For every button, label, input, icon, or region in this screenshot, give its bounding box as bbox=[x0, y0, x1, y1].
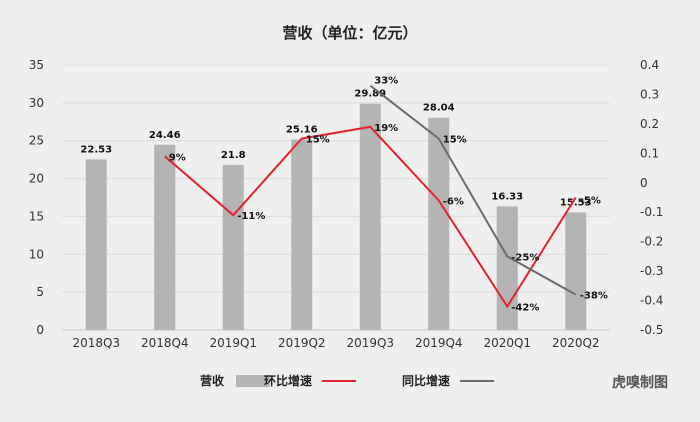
y-right-tick-label: -0.2 bbox=[640, 235, 663, 249]
y-right-tick-label: -0.3 bbox=[640, 264, 663, 278]
bar bbox=[291, 139, 313, 330]
y-right-tick-label: 0 bbox=[640, 176, 648, 190]
y-left-tick-label: 20 bbox=[29, 172, 44, 186]
line-value-label: -38% bbox=[580, 291, 608, 302]
line-value-label: 33% bbox=[374, 76, 398, 87]
brand-watermark: 虎嗅制图 bbox=[612, 375, 668, 391]
line-value-label: -11% bbox=[237, 211, 265, 222]
x-tick-label: 2019Q2 bbox=[278, 336, 326, 350]
x-tick-label: 2019Q4 bbox=[415, 336, 463, 350]
bar-value-label: 21.8 bbox=[221, 150, 246, 161]
line-value-label: -25% bbox=[511, 252, 539, 263]
y-left-tick-label: 5 bbox=[36, 285, 44, 299]
x-tick-label: 2019Q3 bbox=[346, 336, 394, 350]
bar bbox=[154, 144, 176, 330]
line-value-label: 15% bbox=[443, 135, 467, 146]
bar bbox=[428, 117, 450, 330]
line-series bbox=[164, 84, 577, 309]
x-axis: 2018Q3 2018Q4 2019Q1 2019Q2 2019Q3 2019Q4 2020… bbox=[72, 336, 599, 350]
x-tick-label: 2018Q4 bbox=[141, 336, 189, 350]
y-right-tick-label: -0.4 bbox=[640, 294, 663, 308]
legend: 营收 环比增速 同比增速 bbox=[200, 373, 494, 388]
y-right-tick-label: -0.1 bbox=[640, 205, 663, 219]
legend-swatch-bar bbox=[236, 375, 270, 387]
y-axis-left: 0 5 10 15 20 25 30 35 bbox=[29, 58, 44, 337]
line-value-label: 15% bbox=[306, 135, 330, 146]
bar-value-label: 22.53 bbox=[80, 144, 112, 155]
bar bbox=[85, 159, 107, 330]
bar-value-label: 29.89 bbox=[354, 89, 386, 100]
bar-value-label: 16.33 bbox=[491, 191, 523, 202]
y-right-tick-label: 0.3 bbox=[640, 87, 659, 101]
bar-value-label: 28.04 bbox=[423, 103, 455, 114]
x-tick-label: 2020Q2 bbox=[552, 336, 600, 350]
bar-value-label: 25.16 bbox=[286, 125, 318, 136]
grid-lines bbox=[62, 64, 610, 331]
y-right-tick-label: -0.5 bbox=[640, 323, 663, 337]
bar-value-label: 24.46 bbox=[149, 130, 181, 141]
bar-value-label: 15.53 bbox=[560, 197, 592, 208]
y-left-tick-label: 15 bbox=[29, 209, 44, 223]
bar bbox=[359, 103, 381, 330]
line-value-label: -6% bbox=[443, 196, 464, 207]
y-left-tick-label: 35 bbox=[29, 58, 44, 72]
y-left-tick-label: 25 bbox=[29, 134, 44, 148]
x-tick-label: 2020Q1 bbox=[483, 336, 531, 350]
line-value-label: -42% bbox=[511, 302, 539, 313]
legend-label: 环比增速 bbox=[264, 373, 312, 388]
y-right-tick-label: 0.2 bbox=[640, 117, 659, 131]
x-tick-label: 2018Q3 bbox=[72, 336, 120, 350]
line-gray bbox=[369, 84, 577, 296]
line-value-label: -5% bbox=[580, 196, 601, 207]
bar bbox=[222, 164, 244, 330]
line-labels: 9% -11% 15% 19% -6% -42% -5% 33% 15% -25% -38% bbox=[169, 76, 608, 314]
y-left-tick-label: 30 bbox=[29, 96, 44, 110]
chart-title: 营收（单位：亿元） bbox=[282, 24, 418, 42]
line-red bbox=[164, 125, 577, 309]
y-axis-right: -0.5 -0.4 -0.3 -0.2 -0.1 0 0.1 0.2 0.3 0.4 bbox=[640, 58, 663, 337]
y-left-tick-label: 0 bbox=[36, 323, 44, 337]
line-value-label: 9% bbox=[169, 152, 186, 163]
x-tick-label: 2019Q1 bbox=[209, 336, 257, 350]
y-right-tick-label: 0.1 bbox=[640, 146, 659, 160]
bar-labels: 22.53 24.46 21.8 25.16 29.89 28.04 16.33 15.53 bbox=[80, 89, 591, 209]
line-value-label: 19% bbox=[374, 123, 398, 134]
y-right-tick-label: 0.4 bbox=[640, 58, 659, 72]
legend-label: 同比增速 bbox=[402, 373, 450, 388]
bar bbox=[565, 212, 587, 330]
y-left-tick-label: 10 bbox=[29, 247, 44, 261]
legend-label: 营收 bbox=[200, 373, 224, 388]
